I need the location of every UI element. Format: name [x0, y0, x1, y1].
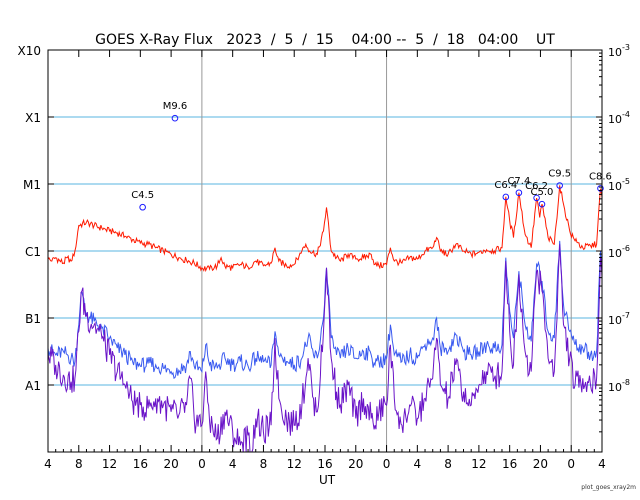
axes-layer: X10 X1 M1 C1 B1 A1 10-3 10-4 10-5 10-6 10-7 10-8 4 8 1… — [18, 43, 630, 471]
flare-label: C6.4 — [494, 180, 517, 191]
x-tick-label: 4 — [229, 457, 237, 471]
y-right-tick-label: 10-4 — [608, 110, 630, 126]
y-right-tick-label: 10-5 — [608, 177, 630, 193]
series-layer — [47, 185, 603, 453]
flare-label: C7.4 — [507, 176, 530, 187]
x-tick-label: 16 — [502, 457, 517, 471]
x-tick-label: 8 — [75, 457, 83, 471]
credit-label: plot_goes_xray2m — [581, 484, 636, 491]
y-right-tick-label: 10-7 — [608, 311, 630, 327]
y-left-tick-label: C1 — [25, 245, 41, 259]
flare-marker — [171, 114, 179, 122]
flare-marker — [502, 193, 510, 201]
x-axis-label: UT — [319, 473, 336, 487]
x-tick-label: 12 — [287, 457, 302, 471]
x-tick-label: 0 — [198, 457, 206, 471]
x-tick-label: 4 — [44, 457, 52, 471]
x-tick-label: 0 — [383, 457, 391, 471]
x-tick-label: 8 — [260, 457, 268, 471]
y-left-tick-label: X1 — [25, 111, 41, 125]
x-tick-label: 0 — [567, 457, 575, 471]
series-line — [47, 244, 603, 453]
y-left-tick-label: M1 — [23, 178, 41, 192]
flare-marker — [515, 189, 523, 197]
flare-marker — [533, 194, 540, 202]
x-tick-label: 4 — [598, 457, 606, 471]
flare-label: C4.5 — [131, 190, 154, 201]
x-tick-label: 20 — [348, 457, 363, 471]
x-tick-label: 16 — [317, 457, 332, 471]
flare-marker — [556, 182, 563, 189]
chart-title: GOES X-Ray Flux 2023 / 5 / 15 04:00 -- 5… — [95, 32, 555, 48]
x-tick-label: 20 — [533, 457, 548, 471]
x-tick-label: 12 — [471, 457, 486, 471]
x-tick-label: 20 — [163, 457, 178, 471]
series-line — [47, 185, 603, 273]
flare-markers: C4.5 M9.6 C6.4C7.4C6.2C5.0 C9.5 C8.6 — [131, 101, 612, 211]
flare-label: M9.6 — [163, 101, 188, 112]
y-left-tick-label: B1 — [25, 312, 41, 326]
grid-layer — [48, 50, 602, 452]
y-left-tick-label: X10 — [18, 44, 42, 58]
y-left-tick-label: A1 — [25, 379, 41, 393]
flare-label: C8.6 — [589, 171, 612, 182]
flare-label: C5.0 — [531, 187, 554, 198]
y-right-tick-label: 10-3 — [608, 43, 630, 59]
x-tick-label: 16 — [133, 457, 148, 471]
y-right-tick-label: 10-8 — [608, 378, 630, 394]
x-tick-label: 4 — [414, 457, 422, 471]
flare-marker — [139, 203, 146, 211]
flare-marker — [597, 185, 604, 192]
flare-label: C9.5 — [548, 168, 571, 179]
y-right-tick-label: 10-6 — [608, 244, 630, 260]
flare-label: C6.2 — [525, 181, 548, 192]
x-tick-label: 8 — [444, 457, 452, 471]
flare-marker — [538, 200, 546, 208]
series-line — [47, 240, 603, 379]
x-tick-label: 12 — [102, 457, 117, 471]
